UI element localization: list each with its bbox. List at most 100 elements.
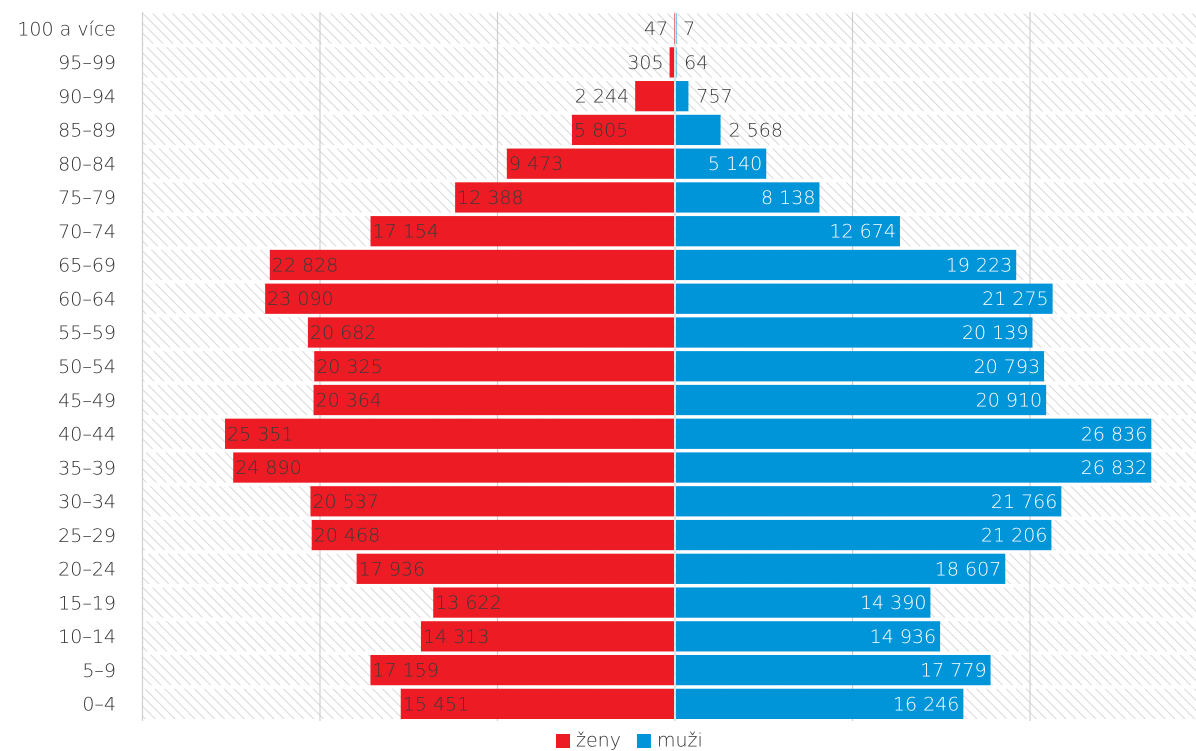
data-label: 13 622: [435, 592, 501, 614]
bar: [676, 216, 900, 247]
bar: [676, 47, 677, 78]
bar: [676, 621, 941, 652]
data-label: 20 468: [314, 525, 380, 547]
y-tick-label: 40–44: [58, 424, 116, 446]
bar: [676, 283, 1053, 314]
legend-swatch: [556, 734, 570, 748]
data-label: 14 936: [870, 626, 936, 648]
data-label: 20 325: [316, 356, 382, 378]
y-tick-label: 30–34: [58, 491, 116, 513]
y-tick-label: 35–39: [58, 457, 116, 479]
data-label: 17 159: [372, 660, 438, 682]
data-label: 20 364: [316, 390, 382, 412]
legend-label: muži: [657, 730, 703, 751]
data-label: 12 388: [457, 187, 523, 209]
data-label: 7: [683, 18, 695, 40]
data-label: 16 246: [893, 693, 959, 715]
bar: [233, 452, 674, 483]
bar: [433, 587, 674, 618]
y-tick-label: 75–79: [58, 187, 116, 209]
bar: [676, 351, 1045, 382]
row-background: [142, 47, 1196, 78]
data-label: 17 936: [359, 558, 425, 580]
data-label: 21 206: [981, 525, 1047, 547]
bar: [265, 283, 674, 314]
bar: [420, 621, 674, 652]
y-tick-label: 5–9: [82, 660, 116, 682]
bar: [310, 486, 674, 517]
bar: [455, 182, 674, 213]
bar: [676, 553, 1006, 584]
y-tick-label: 0–4: [82, 694, 116, 716]
data-label: 26 832: [1081, 457, 1147, 479]
bar: [676, 148, 767, 179]
y-tick-label: 80–84: [58, 153, 116, 175]
y-tick-label: 90–94: [58, 86, 116, 108]
data-label: 21 275: [982, 288, 1048, 310]
bar: [676, 13, 677, 44]
bar: [370, 216, 674, 247]
bar: [571, 114, 674, 146]
bar: [676, 587, 931, 618]
data-label: 14 390: [860, 592, 926, 614]
data-label: 17 779: [920, 660, 986, 682]
row-background: [142, 13, 1196, 44]
data-label: 20 537: [312, 491, 378, 513]
data-label: 22 828: [272, 254, 338, 276]
data-label: 2 244: [575, 86, 629, 108]
data-label: 20 910: [976, 390, 1042, 412]
data-label: 9 473: [509, 153, 563, 175]
bar: [400, 688, 674, 719]
bar: [676, 418, 1152, 449]
y-tick-label: 10–14: [58, 626, 116, 648]
data-label: 14 313: [423, 626, 489, 648]
bar: [676, 114, 721, 146]
bar: [676, 519, 1052, 551]
bar: [269, 249, 674, 281]
data-label: 23 090: [267, 288, 333, 310]
bar: [676, 182, 820, 213]
data-label: 5 805: [574, 119, 628, 141]
data-label: 2 568: [729, 119, 783, 141]
bar: [676, 317, 1033, 348]
bar: [676, 452, 1152, 483]
data-label: 17 154: [373, 221, 439, 243]
data-label: 25 351: [227, 423, 293, 445]
bar: [676, 486, 1062, 517]
data-label: 15 451: [403, 693, 469, 715]
data-label: 5 140: [708, 153, 762, 175]
y-tick-label: 95–99: [58, 52, 116, 74]
y-tick-label: 50–54: [58, 356, 116, 378]
y-tick-label: 85–89: [58, 120, 116, 142]
legend-swatch: [636, 734, 651, 748]
bar: [676, 249, 1017, 281]
data-label: 47: [644, 18, 668, 40]
data-label: 19 223: [946, 254, 1012, 276]
data-label: 8 138: [761, 187, 815, 209]
data-label: 18 607: [935, 558, 1001, 580]
bar: [307, 317, 674, 348]
bar: [370, 654, 674, 686]
y-tick-label: 70–74: [58, 221, 116, 243]
bar: [676, 654, 991, 686]
y-tick-label: 45–49: [58, 390, 116, 412]
y-tick-label: 100 a více: [17, 18, 116, 40]
bar: [674, 13, 675, 44]
data-label: 24 890: [235, 457, 301, 479]
data-label: 20 682: [310, 322, 376, 344]
bar: [314, 351, 674, 382]
bar: [676, 384, 1047, 416]
bar: [669, 47, 674, 78]
y-tick-label: 65–69: [58, 255, 116, 277]
bar: [356, 553, 674, 584]
bar: [676, 688, 964, 719]
data-label: 12 674: [829, 221, 895, 243]
bar: [225, 418, 674, 449]
data-label: 305: [627, 52, 663, 74]
legend-label: ženy: [576, 730, 621, 751]
data-label: 21 766: [991, 491, 1057, 513]
data-label: 64: [684, 52, 708, 74]
bar: [311, 519, 674, 551]
bar: [313, 384, 674, 416]
